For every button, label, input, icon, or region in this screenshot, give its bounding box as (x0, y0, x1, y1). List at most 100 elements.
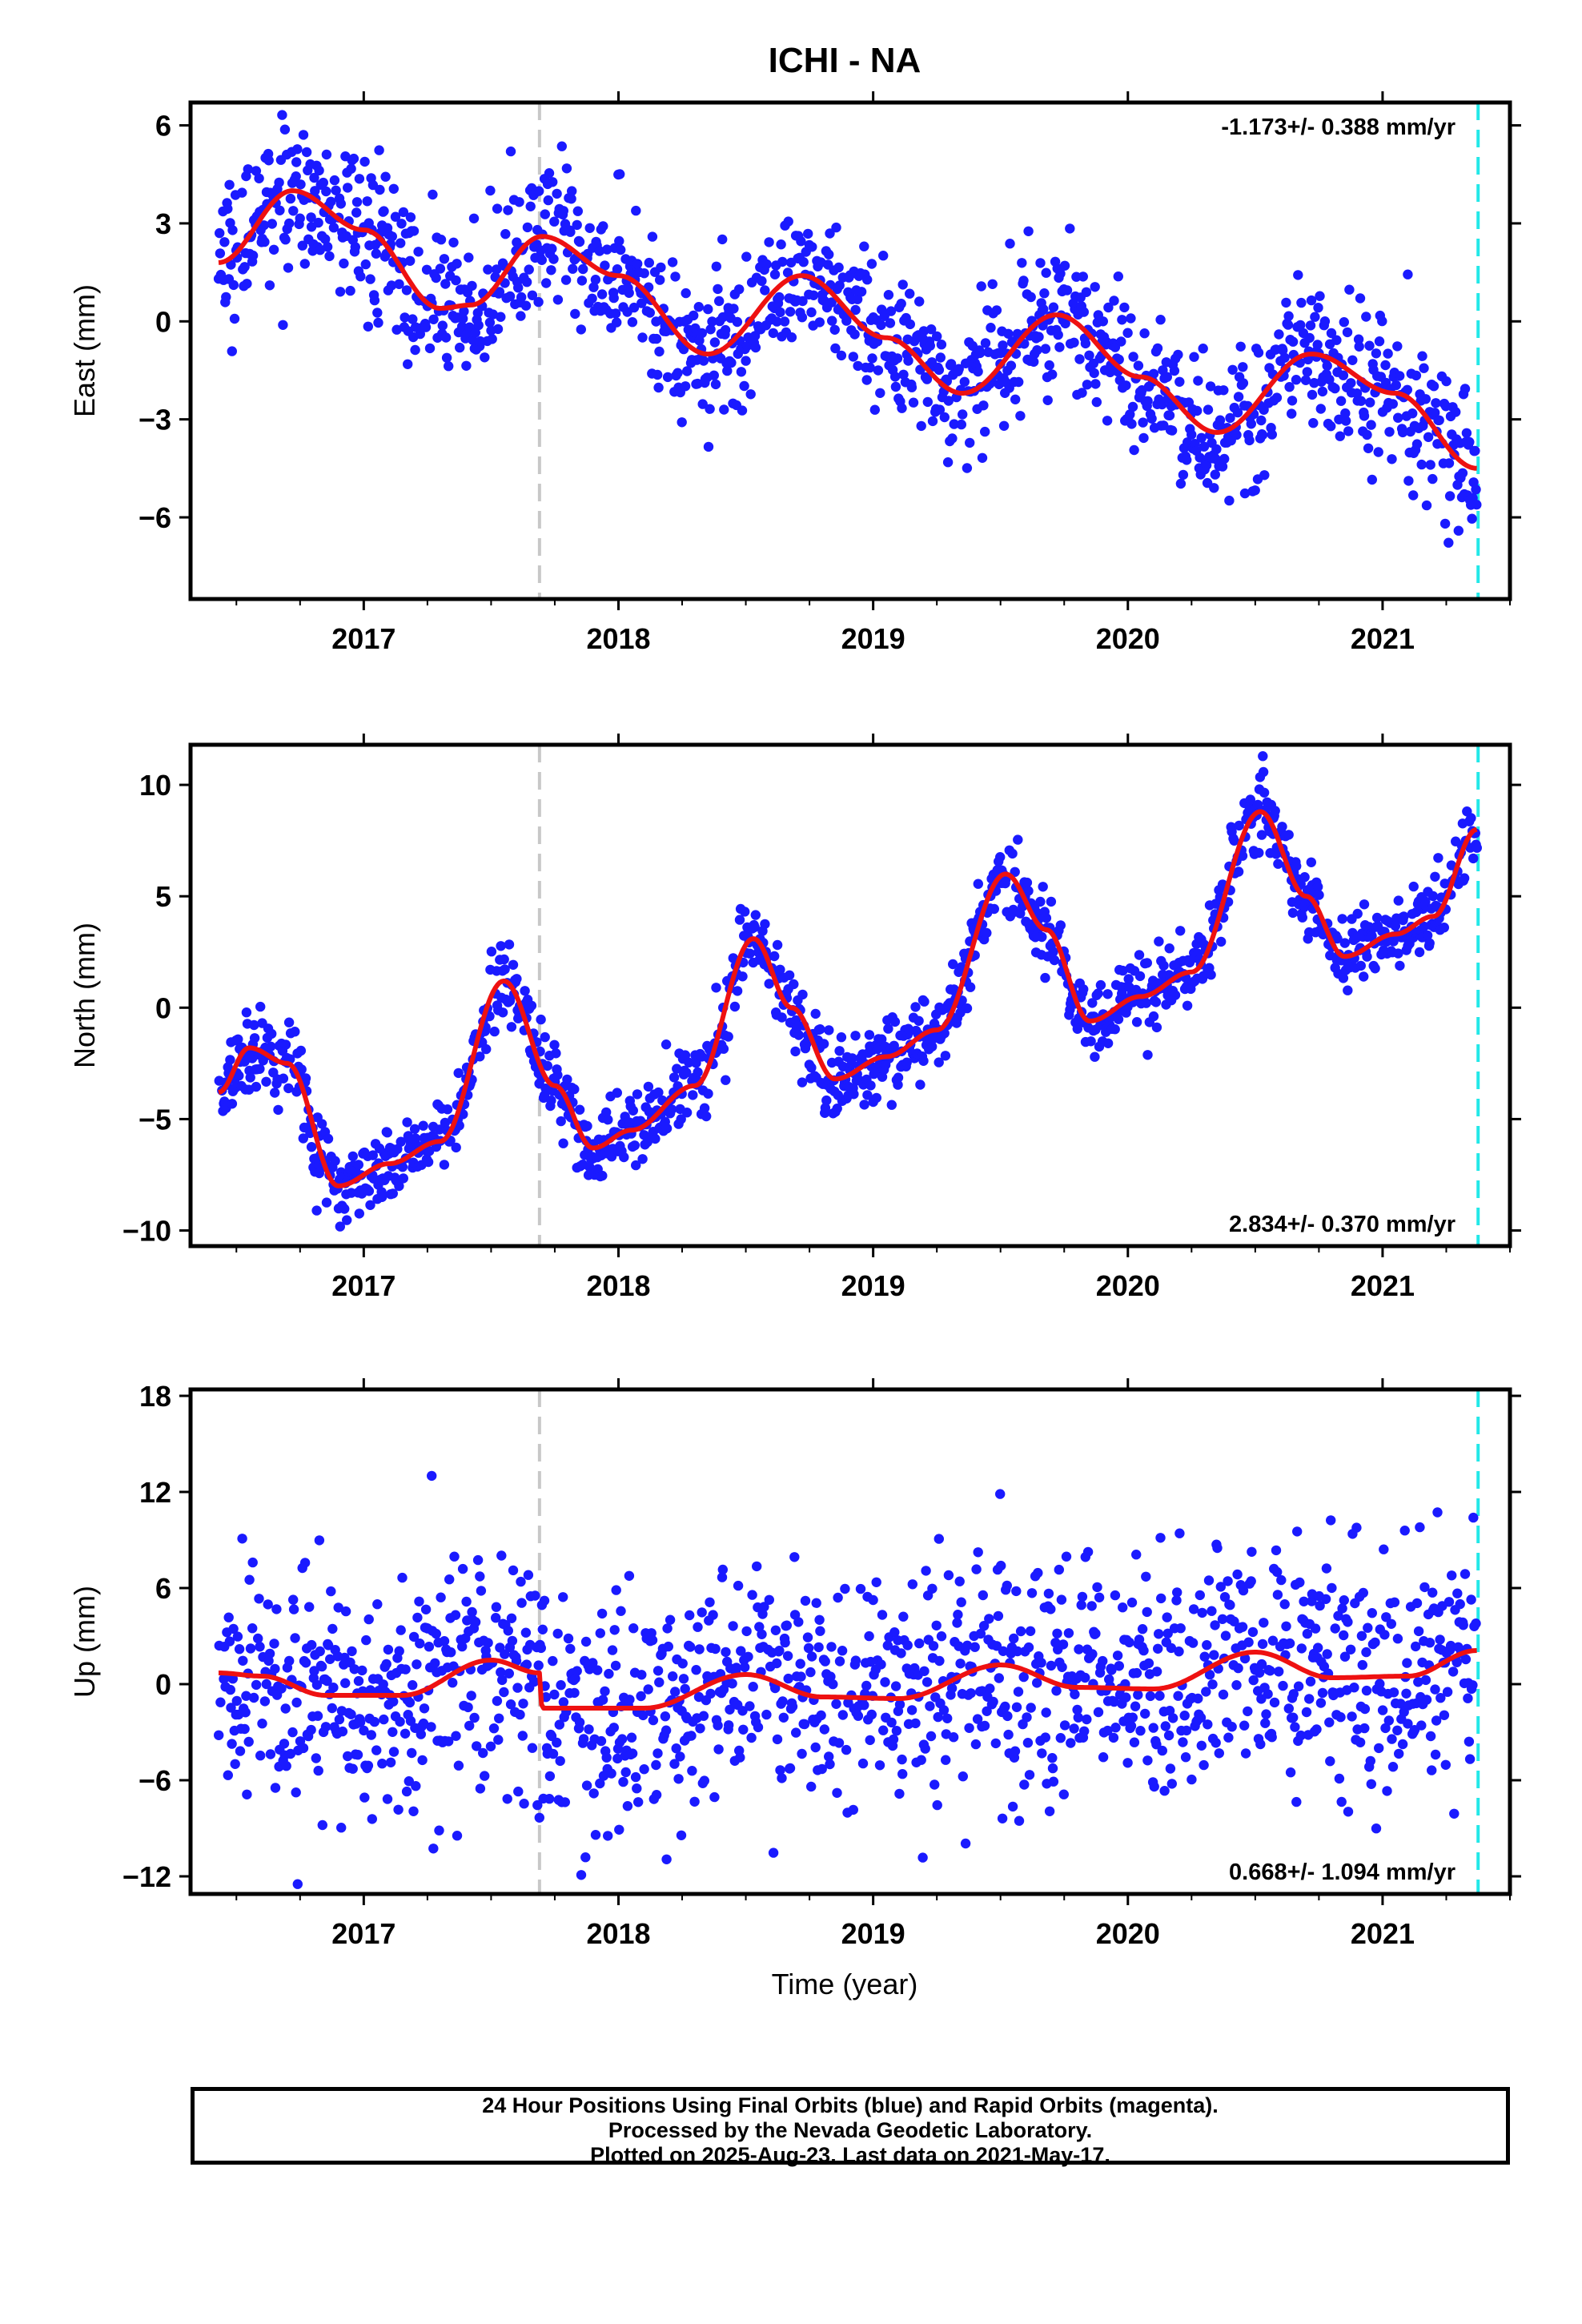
data-point (245, 1072, 255, 1083)
data-point (530, 1590, 540, 1601)
data-point (225, 1055, 235, 1065)
data-point (1361, 312, 1371, 322)
data-point (1215, 1582, 1227, 1592)
data-point (312, 1711, 323, 1721)
data-point (317, 1819, 327, 1831)
data-point (549, 1689, 560, 1700)
data-point (1224, 495, 1235, 506)
y-tick-label: −10 (122, 1215, 171, 1248)
data-point (1256, 415, 1267, 426)
y-tick-label: 18 (139, 1380, 171, 1413)
data-point (1238, 362, 1248, 372)
data-point (1009, 1633, 1019, 1644)
data-point (735, 1752, 745, 1763)
data-point (1420, 896, 1431, 907)
data-point (516, 1598, 527, 1608)
data-point (1181, 1725, 1192, 1736)
data-point (1459, 873, 1470, 883)
data-point (1245, 794, 1256, 805)
data-point (298, 1743, 309, 1754)
data-point (587, 293, 597, 304)
data-point (1011, 1586, 1022, 1597)
data-point (475, 1571, 485, 1582)
data-point (1062, 285, 1073, 296)
velocity-label: 0.668+/- 1.094 mm/yr (1229, 1860, 1456, 1885)
data-point (383, 1644, 394, 1655)
data-point (796, 1671, 806, 1682)
data-point (215, 227, 225, 239)
data-point (1047, 369, 1058, 380)
data-point (1023, 886, 1034, 896)
data-point (1026, 1703, 1036, 1713)
data-point (1313, 882, 1323, 892)
data-point (387, 1727, 398, 1737)
data-point (1457, 468, 1468, 478)
data-point (540, 209, 550, 219)
data-point (1343, 1617, 1353, 1627)
data-point (897, 403, 907, 413)
data-point (1260, 1718, 1271, 1728)
data-point (848, 352, 859, 362)
data-point (866, 1709, 877, 1720)
data-point (710, 379, 721, 390)
data-point (548, 177, 558, 187)
data-point (324, 251, 335, 262)
data-point (1424, 1638, 1435, 1648)
data-point (1211, 444, 1222, 455)
data-point (1032, 345, 1042, 356)
data-point (939, 1028, 950, 1039)
data-point (988, 1696, 998, 1707)
data-point (378, 1679, 388, 1690)
data-point (381, 1659, 391, 1670)
data-point (784, 970, 795, 981)
data-point (991, 305, 1002, 316)
data-point (567, 186, 577, 196)
data-point (905, 319, 916, 330)
data-point (1214, 1748, 1225, 1759)
data-point (408, 226, 420, 236)
data-point (1090, 1051, 1100, 1062)
data-point (1223, 1576, 1233, 1586)
data-point (494, 287, 505, 297)
data-point (354, 1208, 364, 1219)
data-point (525, 201, 536, 211)
data-point (1472, 500, 1482, 510)
data-point (782, 1651, 793, 1661)
data-point (1126, 419, 1137, 429)
y-axis-label: Up (mm) (68, 1586, 101, 1698)
data-point (1070, 1689, 1080, 1699)
data-point (805, 1667, 816, 1678)
data-point (1102, 1038, 1114, 1049)
data-point (670, 1687, 681, 1697)
data-point (238, 1655, 248, 1666)
data-point (251, 1081, 262, 1092)
data-point (306, 212, 316, 223)
data-point (1123, 974, 1134, 984)
data-point (328, 223, 339, 233)
data-point (708, 1610, 718, 1620)
data-point (1371, 348, 1382, 359)
data-point (340, 1678, 351, 1688)
data-point (1007, 1801, 1018, 1812)
data-point (752, 1561, 762, 1572)
data-point (251, 166, 262, 176)
data-point (921, 374, 933, 384)
data-point (889, 1016, 901, 1027)
data-point (489, 1026, 500, 1037)
data-point (1162, 1628, 1173, 1639)
data-point (556, 1116, 566, 1127)
data-point (283, 1083, 294, 1094)
data-point (1257, 1638, 1268, 1650)
data-point (984, 1614, 994, 1624)
data-point (866, 259, 877, 269)
data-point (1439, 1710, 1450, 1720)
data-point (757, 1629, 767, 1640)
data-point (1248, 1675, 1259, 1686)
data-point (1427, 473, 1438, 485)
data-point (563, 1633, 574, 1644)
data-point (1295, 1577, 1305, 1588)
data-point (785, 307, 796, 317)
data-point (885, 306, 897, 316)
data-point (475, 1051, 485, 1062)
data-point (544, 168, 555, 179)
